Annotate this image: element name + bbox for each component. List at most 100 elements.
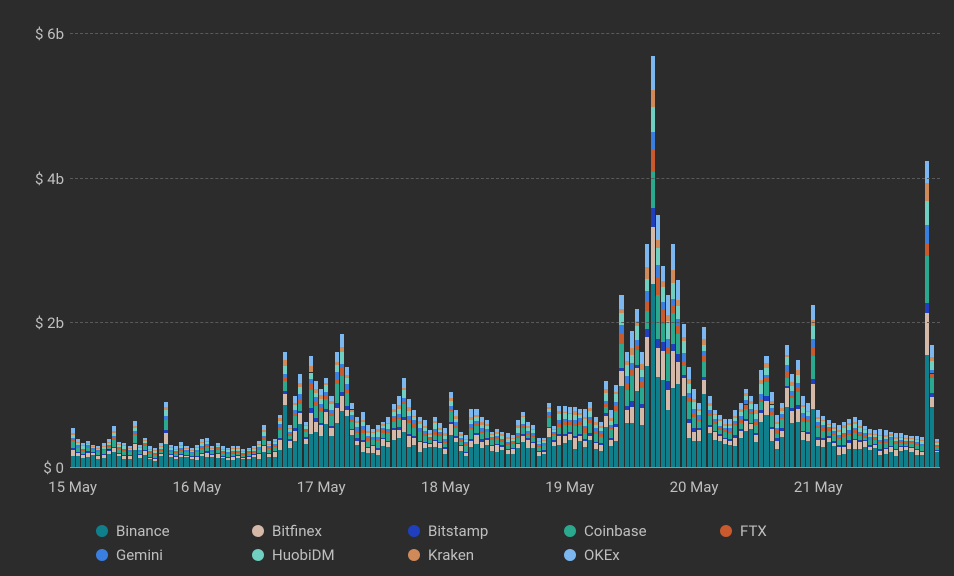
bar-segment-coinbase: [801, 422, 805, 431]
bar-segment-binance: [775, 449, 779, 468]
bar-segment-coinbase: [428, 440, 432, 443]
bar-segment-huobidm: [117, 445, 121, 447]
legend-label: Bitstamp: [428, 522, 488, 540]
legend-item-gemini[interactable]: Gemini: [96, 546, 226, 564]
bar-segment-bitstamp: [811, 379, 815, 384]
bar-segment-gemini: [293, 410, 297, 414]
bar-segment-ftx: [847, 433, 851, 436]
bar-segment-ftx: [153, 454, 157, 456]
bar-segment-coinbase: [868, 440, 872, 444]
bar-segment-ftx: [138, 451, 142, 452]
bar-segment-gemini: [930, 370, 934, 374]
bar-segment-bitfinex: [552, 442, 556, 446]
legend-item-ftx[interactable]: FTX: [720, 522, 850, 540]
bar-segment-bitstamp: [780, 428, 784, 431]
bar-segment-gemini: [542, 443, 546, 445]
bar-segment-kraken: [723, 424, 727, 426]
bar-segment-gemini: [138, 450, 142, 451]
bar-segment-huobidm: [371, 433, 375, 437]
bar-segment-bitstamp: [723, 438, 727, 439]
bar-segment-gemini: [759, 394, 763, 399]
bar-segment-ftx: [811, 347, 815, 357]
bar-segment-bitfinex: [873, 445, 877, 448]
bar-segment-okex: [184, 446, 188, 447]
bar-segment-huobidm: [697, 411, 701, 415]
bar-segment-bitstamp: [573, 436, 577, 438]
bar-segment-okex: [438, 423, 442, 428]
bar-segment-coinbase: [231, 454, 235, 456]
legend-item-bitfinex[interactable]: Bitfinex: [252, 522, 382, 540]
bar-segment-okex: [86, 441, 90, 443]
bar-segment-okex: [293, 396, 297, 403]
bar-segment-gemini: [842, 433, 846, 435]
bar-segment-bitfinex: [594, 443, 598, 449]
bar-segment-binance: [806, 441, 810, 468]
bar-segment-okex: [500, 432, 504, 435]
bar-segment-bitstamp: [713, 431, 717, 432]
bar-segment-ftx: [764, 378, 768, 382]
bar-segment-kraken: [920, 440, 924, 441]
bar-segment-ftx: [329, 414, 333, 416]
bar-segment-coinbase: [909, 443, 913, 446]
bar-segment-ftx: [252, 452, 256, 453]
bar-segment-huobidm: [324, 385, 328, 392]
bar-segment-okex: [304, 422, 308, 425]
bar-segment-ftx: [656, 278, 660, 295]
bar-segment-coinbase: [438, 436, 442, 442]
legend-item-coinbase[interactable]: Coinbase: [564, 522, 694, 540]
bar-segment-okex: [361, 412, 365, 420]
bar-segment-okex: [635, 309, 639, 321]
bar-segment-ftx: [179, 449, 183, 450]
legend-item-okex[interactable]: OKEx: [564, 546, 694, 564]
bar-segment-kraken: [682, 337, 686, 341]
bar-segment-huobidm: [190, 451, 194, 452]
bar-segment-gemini: [806, 416, 810, 419]
bar-segment-huobidm: [718, 421, 722, 426]
bar-segment-gemini: [744, 400, 748, 404]
bar-segment-bitstamp: [614, 424, 618, 428]
bar-segment-bitstamp: [91, 452, 95, 453]
bar-segment-binance: [930, 407, 934, 468]
bar-segment-okex: [329, 396, 333, 401]
bar-segment-ftx: [412, 424, 416, 428]
bar-segment-bitstamp: [640, 404, 644, 408]
legend-label: OKEx: [584, 546, 620, 564]
bar-segment-okex: [443, 428, 447, 433]
bar-segment-bitfinex: [474, 435, 478, 444]
bar-segment-bitstamp: [816, 437, 820, 440]
bar-segment-bitstamp: [153, 458, 157, 459]
bar-segment-kraken: [573, 411, 577, 415]
legend-item-bitstamp[interactable]: Bitstamp: [408, 522, 538, 540]
bar-segment-bitfinex: [521, 436, 525, 443]
legend-item-kraken[interactable]: Kraken: [408, 546, 538, 564]
bar-segment-coinbase: [490, 440, 494, 445]
bar-segment-huobidm: [335, 365, 339, 371]
bar-segment-bitstamp: [749, 423, 753, 424]
legend-item-huobidm[interactable]: HuobiDM: [252, 546, 382, 564]
bar-segment-coinbase: [661, 324, 665, 342]
bar-segment-bitstamp: [195, 456, 199, 457]
bar-segment-binance: [288, 448, 292, 468]
legend-item-binance[interactable]: Binance: [96, 522, 226, 540]
bar-segment-bitstamp: [298, 411, 302, 413]
bar-segment-ftx: [278, 428, 282, 430]
bar-segment-coinbase: [785, 378, 789, 386]
bar-segment-bitstamp: [350, 429, 354, 430]
bar-segment-ftx: [868, 439, 872, 441]
bar-segment-huobidm: [122, 446, 126, 449]
bar-segment-gemini: [868, 437, 872, 439]
bar-segment-ftx: [298, 399, 302, 403]
bar-segment-binance: [863, 447, 867, 468]
bar-segment-ftx: [583, 428, 587, 432]
bar-segment-bitfinex: [619, 371, 623, 386]
bar-segment-ftx: [682, 361, 686, 366]
bar-segment-kraken: [71, 433, 75, 435]
bar-segment-binance: [733, 446, 737, 468]
legend-label: FTX: [740, 522, 767, 540]
bar-segment-huobidm: [868, 435, 872, 437]
bar-segment-bitfinex: [122, 456, 126, 459]
bar-segment-okex: [853, 417, 857, 422]
bar-segment-kraken: [790, 382, 794, 385]
bar-segment-ftx: [386, 431, 390, 433]
bar-segment-gemini: [350, 415, 354, 419]
